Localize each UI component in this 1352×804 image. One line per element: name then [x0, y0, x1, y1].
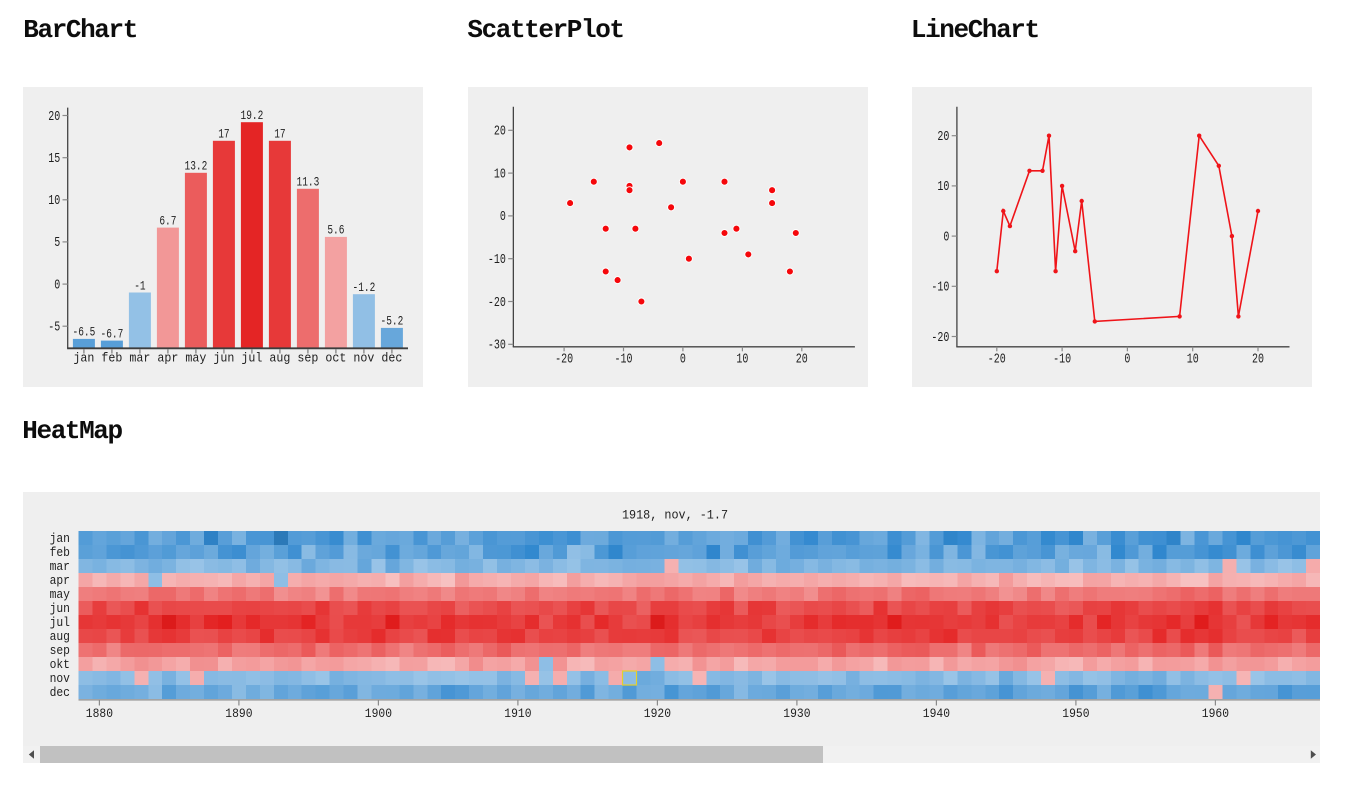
- svg-text:-30: -30: [488, 339, 506, 354]
- svg-text:1918, nov, -1.7: 1918, nov, -1.7: [622, 508, 728, 522]
- svg-text:feb: feb: [101, 351, 122, 366]
- svg-text:-5.2: -5.2: [381, 314, 404, 329]
- svg-text:1950: 1950: [1062, 707, 1089, 721]
- svg-text:-20: -20: [555, 353, 573, 368]
- svg-text:0: 0: [680, 353, 686, 368]
- svg-text:aug: aug: [50, 630, 70, 644]
- svg-text:10: 10: [494, 168, 506, 183]
- svg-text:5.6: 5.6: [327, 223, 344, 238]
- svg-text:okt: okt: [50, 658, 70, 672]
- svg-text:apr: apr: [50, 574, 70, 588]
- svg-text:jul: jul: [241, 351, 262, 366]
- svg-text:jun: jun: [213, 351, 234, 366]
- svg-text:5: 5: [54, 236, 60, 251]
- svg-text:0: 0: [500, 210, 506, 225]
- svg-text:aug: aug: [269, 351, 290, 366]
- svg-text:10: 10: [938, 180, 950, 195]
- svg-text:1880: 1880: [86, 707, 113, 721]
- svg-text:jul: jul: [50, 616, 70, 630]
- svg-text:jun: jun: [50, 602, 70, 616]
- svg-text:6.7: 6.7: [159, 214, 176, 229]
- svg-text:mar: mar: [50, 560, 70, 574]
- svg-text:17: 17: [274, 127, 285, 142]
- svg-text:17: 17: [218, 127, 229, 142]
- svg-text:-10: -10: [614, 353, 632, 368]
- svg-text:0: 0: [1125, 353, 1131, 368]
- svg-text:jan: jan: [73, 351, 94, 366]
- svg-text:20: 20: [48, 110, 60, 125]
- svg-text:-6.7: -6.7: [101, 327, 124, 342]
- svg-text:10: 10: [1187, 353, 1199, 368]
- svg-text:feb: feb: [50, 546, 70, 560]
- svg-text:-10: -10: [1053, 353, 1071, 368]
- svg-text:1900: 1900: [365, 707, 392, 721]
- svg-text:sep: sep: [297, 351, 318, 366]
- svg-text:-6.5: -6.5: [73, 325, 96, 340]
- svg-text:11.3: 11.3: [297, 175, 320, 190]
- svg-text:-10: -10: [932, 281, 950, 296]
- svg-text:20: 20: [938, 130, 950, 145]
- svg-text:may: may: [50, 588, 71, 602]
- svg-text:0: 0: [944, 231, 950, 246]
- svg-text:nov: nov: [353, 351, 374, 366]
- svg-text:10: 10: [48, 194, 60, 209]
- svg-text:-1: -1: [134, 279, 146, 294]
- svg-text:sep: sep: [50, 644, 70, 658]
- svg-text:oct: oct: [325, 351, 346, 366]
- svg-text:dec: dec: [50, 686, 70, 700]
- svg-text:may: may: [185, 351, 206, 366]
- svg-text:19.2: 19.2: [241, 108, 264, 123]
- svg-text:-20: -20: [988, 353, 1006, 368]
- svg-text:1920: 1920: [644, 707, 671, 721]
- svg-text:-10: -10: [488, 253, 506, 268]
- svg-text:13.2: 13.2: [185, 159, 208, 174]
- svg-text:1890: 1890: [225, 707, 252, 721]
- svg-text:1940: 1940: [923, 707, 950, 721]
- svg-text:-5: -5: [48, 321, 60, 336]
- svg-text:20: 20: [796, 353, 808, 368]
- svg-text:1910: 1910: [504, 707, 531, 721]
- svg-text:-1.2: -1.2: [353, 280, 376, 295]
- svg-text:dec: dec: [381, 351, 402, 366]
- svg-text:-20: -20: [488, 296, 506, 311]
- svg-text:1930: 1930: [783, 707, 810, 721]
- svg-text:15: 15: [48, 152, 60, 167]
- svg-text:jan: jan: [50, 532, 70, 546]
- svg-text:20: 20: [1252, 353, 1264, 368]
- svg-text:10: 10: [736, 353, 748, 368]
- svg-text:1960: 1960: [1202, 707, 1229, 721]
- svg-text:0: 0: [54, 279, 60, 294]
- svg-text:mar: mar: [129, 351, 150, 366]
- svg-text:nov: nov: [50, 672, 71, 686]
- svg-text:apr: apr: [157, 351, 178, 366]
- svg-text:20: 20: [494, 125, 506, 140]
- svg-text:-20: -20: [932, 331, 950, 346]
